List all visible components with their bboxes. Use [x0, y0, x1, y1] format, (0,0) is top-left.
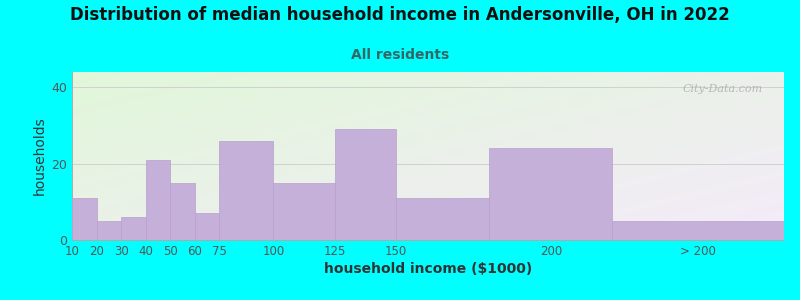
Bar	[274, 183, 334, 240]
Y-axis label: households: households	[33, 117, 47, 195]
Bar	[194, 213, 219, 240]
Bar	[121, 217, 146, 240]
Bar	[146, 160, 170, 240]
Bar	[97, 221, 121, 240]
Bar	[72, 198, 97, 240]
Bar	[334, 129, 396, 240]
Text: All residents: All residents	[351, 48, 449, 62]
Text: City-Data.com: City-Data.com	[682, 84, 762, 94]
X-axis label: household income ($1000): household income ($1000)	[324, 262, 532, 276]
Bar	[170, 183, 194, 240]
Bar	[219, 141, 274, 240]
Text: Distribution of median household income in Andersonville, OH in 2022: Distribution of median household income …	[70, 6, 730, 24]
Bar	[396, 198, 490, 240]
Bar	[490, 148, 612, 240]
Bar	[612, 221, 784, 240]
